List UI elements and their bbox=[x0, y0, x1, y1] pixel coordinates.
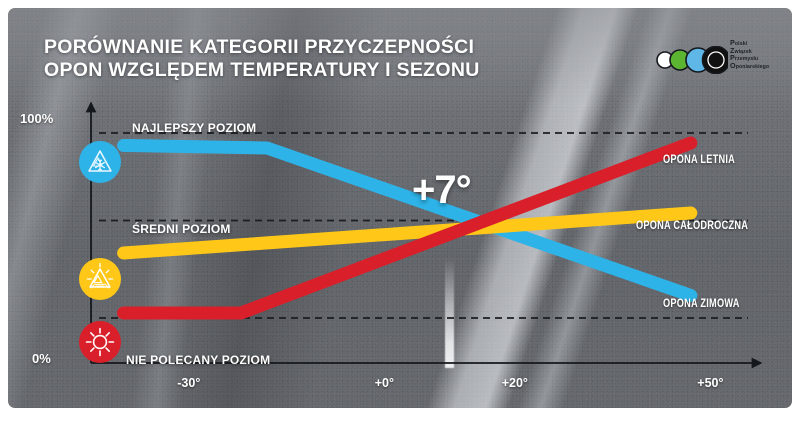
y-axis-max-label: 100% bbox=[20, 111, 54, 126]
x-tick-3: +50° bbox=[697, 376, 724, 390]
logo-line-3: rzemysłu bbox=[734, 56, 759, 63]
page-title-line-2: OPON WZGLĘDEM TEMPERATURY I SEZONU bbox=[44, 59, 480, 81]
asphalt-background-photo: PORÓWNANIE KATEGORII PRZYCZEPNOŚCI OPON … bbox=[8, 8, 792, 408]
y-axis-min-label: 0% bbox=[32, 351, 51, 366]
logo-line-2: wiązek bbox=[734, 48, 752, 55]
page-title-line-1: PORÓWNANIE KATEGORII PRZYCZEPNOŚCI bbox=[44, 36, 475, 58]
snowflake-mountain-icon bbox=[79, 141, 121, 183]
page-title: PORÓWNANIE KATEGORII PRZYCZEPNOŚCI OPON … bbox=[44, 36, 604, 82]
series-label-summer: OPONA LETNIA bbox=[663, 154, 736, 166]
road-marking-line bbox=[445, 258, 454, 368]
logo-cap-3: P bbox=[730, 53, 735, 63]
grip-comparison-chart: 100% 0% -30° +0° +20° +50° NAJLEPSZY POZIOM… bbox=[8, 8, 792, 408]
chart-series-lines bbox=[117, 136, 698, 320]
reference-label-medium: ŚREDNI POZIOM bbox=[132, 222, 231, 236]
logo-cap-2: Z bbox=[730, 45, 735, 55]
reference-label-not-recommended: NIE POLECANY POZIOM bbox=[126, 353, 271, 367]
logo-wordmark: Polski Związek Przemysłu Oponiarskiego bbox=[730, 38, 770, 70]
series-label-winter: OPONA ZIMOWA bbox=[663, 298, 740, 310]
logo-line-4: poniarskiego bbox=[735, 63, 770, 70]
crossover-temperature-annotation: +7° bbox=[412, 168, 472, 212]
sun-icon bbox=[79, 321, 121, 363]
series-line-allseason bbox=[117, 206, 698, 260]
logo-cap-4: O bbox=[730, 60, 736, 70]
pzpo-logo: Polski Związek Przemysłu Oponiarskiego bbox=[656, 38, 782, 80]
x-tick-1: +0° bbox=[374, 376, 395, 390]
series-line-winter bbox=[117, 139, 698, 302]
sun-mountain-icon bbox=[79, 258, 121, 300]
logo-cap-1: P bbox=[730, 38, 735, 47]
chart-svg-canvas bbox=[85, 101, 763, 369]
logo-circles-icon bbox=[656, 46, 728, 74]
reference-label-best: NAJLEPSZY POZIOM bbox=[132, 121, 257, 135]
logo-line-1: olski bbox=[734, 41, 748, 47]
x-tick-0: -30° bbox=[177, 376, 201, 390]
x-tick-2: +20° bbox=[501, 376, 528, 390]
series-line-summer bbox=[117, 136, 698, 320]
series-label-allseason: OPONA CAŁODROCZNA bbox=[636, 220, 749, 232]
